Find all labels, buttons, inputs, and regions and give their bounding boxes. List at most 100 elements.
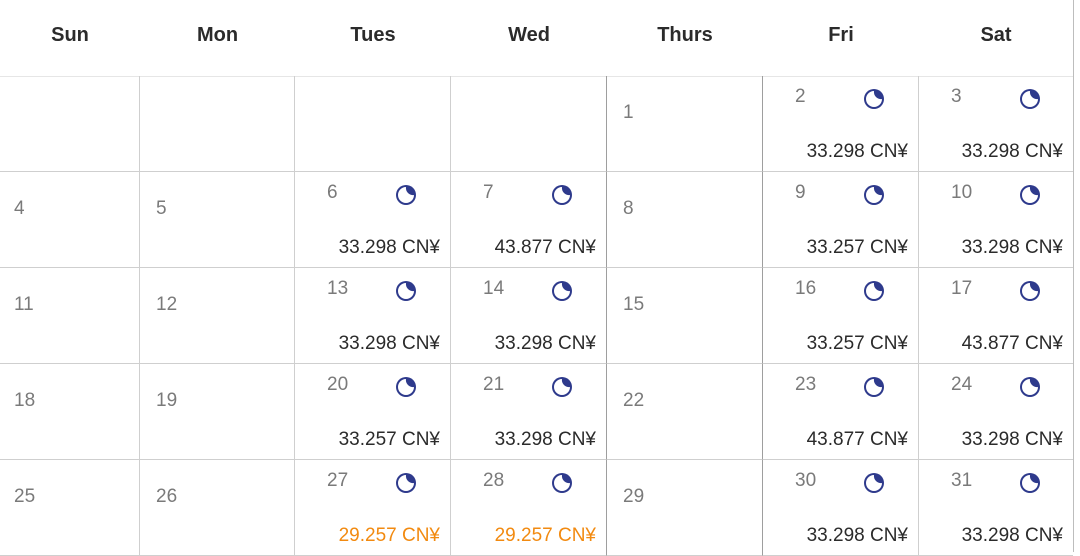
day-price: 33.298 CN¥ <box>338 333 440 354</box>
weekday-header: Sun Mon Tues Wed Thurs Fri Sat <box>0 0 1073 77</box>
day-number: 21 <box>483 374 505 395</box>
day-number: 20 <box>327 374 349 395</box>
day-price: 33.298 CN¥ <box>494 429 596 450</box>
calendar-day-cell: 11 <box>0 268 140 364</box>
day-number: 29 <box>623 486 645 507</box>
day-price: 33.298 CN¥ <box>961 429 1063 450</box>
day-number: 6 <box>327 182 338 203</box>
calendar-day-cell[interactable]: 6 33.298 CN¥ <box>295 172 451 268</box>
moon-icon <box>1019 472 1041 494</box>
moon-icon <box>551 472 573 494</box>
calendar-day-cell[interactable]: 3 33.298 CN¥ <box>919 76 1073 172</box>
day-number: 30 <box>795 470 817 491</box>
calendar-right-border <box>1073 0 1074 552</box>
calendar-day-cell <box>0 76 140 172</box>
calendar-day-cell: 5 <box>140 172 295 268</box>
day-price: 33.257 CN¥ <box>806 333 908 354</box>
day-number: 14 <box>483 278 505 299</box>
day-price: 33.257 CN¥ <box>806 237 908 258</box>
moon-icon <box>863 376 885 398</box>
calendar-day-cell: 29 <box>607 460 763 556</box>
calendar-day-cell[interactable]: 28 29.257 CN¥ <box>451 460 607 556</box>
calendar-day-cell[interactable]: 27 29.257 CN¥ <box>295 460 451 556</box>
day-price: 33.298 CN¥ <box>961 141 1063 162</box>
calendar-day-cell <box>451 76 607 172</box>
calendar-day-cell[interactable]: 23 43.877 CN¥ <box>763 364 919 460</box>
calendar-day-cell[interactable]: 30 33.298 CN¥ <box>763 460 919 556</box>
calendar-grid: 1 2 33.298 CN¥ 3 33.298 CN¥ 4 5 6 33.298 CN¥ 7 43.… <box>0 76 1073 556</box>
weekday-sun: Sun <box>51 23 89 46</box>
day-price: 33.298 CN¥ <box>961 237 1063 258</box>
moon-icon <box>395 280 417 302</box>
moon-icon <box>1019 88 1041 110</box>
calendar-day-cell <box>295 76 451 172</box>
calendar-day-cell[interactable]: 16 33.257 CN¥ <box>763 268 919 364</box>
moon-icon <box>1019 184 1041 206</box>
day-price: 33.257 CN¥ <box>338 429 440 450</box>
day-number: 27 <box>327 470 349 491</box>
calendar-day-cell[interactable]: 2 33.298 CN¥ <box>763 76 919 172</box>
calendar-day-cell[interactable]: 24 33.298 CN¥ <box>919 364 1073 460</box>
calendar-day-cell: 22 <box>607 364 763 460</box>
moon-icon <box>551 184 573 206</box>
weekday-thu: Thurs <box>657 23 713 46</box>
day-number: 7 <box>483 182 494 203</box>
day-number: 15 <box>623 294 645 315</box>
day-number: 10 <box>951 182 973 203</box>
weekday-tue: Tues <box>350 23 396 46</box>
moon-icon <box>395 472 417 494</box>
calendar-day-cell[interactable]: 31 33.298 CN¥ <box>919 460 1073 556</box>
calendar-day-cell[interactable]: 9 33.257 CN¥ <box>763 172 919 268</box>
moon-icon <box>1019 376 1041 398</box>
day-price: 33.298 CN¥ <box>806 141 908 162</box>
day-price: 43.877 CN¥ <box>806 429 908 450</box>
day-price: 33.298 CN¥ <box>806 525 908 546</box>
calendar-day-cell[interactable]: 20 33.257 CN¥ <box>295 364 451 460</box>
calendar-day-cell: 18 <box>0 364 140 460</box>
calendar-day-cell <box>140 76 295 172</box>
moon-icon <box>395 376 417 398</box>
day-price: 33.298 CN¥ <box>338 237 440 258</box>
calendar-day-cell[interactable]: 14 33.298 CN¥ <box>451 268 607 364</box>
day-number: 31 <box>951 470 973 491</box>
moon-icon <box>863 184 885 206</box>
calendar-day-cell: 26 <box>140 460 295 556</box>
moon-icon <box>863 88 885 110</box>
calendar-day-cell[interactable]: 7 43.877 CN¥ <box>451 172 607 268</box>
day-number: 13 <box>327 278 349 299</box>
calendar-day-cell: 12 <box>140 268 295 364</box>
moon-icon <box>863 280 885 302</box>
weekday-wed: Wed <box>508 23 550 46</box>
day-number: 23 <box>795 374 817 395</box>
day-number: 25 <box>14 486 36 507</box>
moon-icon <box>551 376 573 398</box>
weekday-fri: Fri <box>828 23 854 46</box>
day-price: 43.877 CN¥ <box>494 237 596 258</box>
day-price: 29.257 CN¥ <box>338 525 440 546</box>
calendar-day-cell[interactable]: 21 33.298 CN¥ <box>451 364 607 460</box>
day-number: 12 <box>156 294 178 315</box>
day-number: 5 <box>156 198 167 219</box>
weekday-sat: Sat <box>980 23 1012 46</box>
day-number: 11 <box>14 294 34 315</box>
calendar-day-cell: 15 <box>607 268 763 364</box>
calendar-day-cell: 25 <box>0 460 140 556</box>
moon-icon <box>1019 280 1041 302</box>
weekday-mon: Mon <box>196 23 239 46</box>
day-number: 17 <box>951 278 973 299</box>
day-price: 43.877 CN¥ <box>961 333 1063 354</box>
moon-icon <box>395 184 417 206</box>
calendar-day-cell: 8 <box>607 172 763 268</box>
day-number: 18 <box>14 390 36 411</box>
calendar-day-cell[interactable]: 17 43.877 CN¥ <box>919 268 1073 364</box>
day-number: 2 <box>795 86 806 107</box>
day-number: 28 <box>483 470 505 491</box>
day-number: 16 <box>795 278 817 299</box>
day-number: 9 <box>795 182 806 203</box>
day-number: 4 <box>14 198 25 219</box>
calendar-day-cell[interactable]: 13 33.298 CN¥ <box>295 268 451 364</box>
day-number: 26 <box>156 486 178 507</box>
day-price: 33.298 CN¥ <box>961 525 1063 546</box>
calendar-day-cell[interactable]: 10 33.298 CN¥ <box>919 172 1073 268</box>
day-number: 1 <box>623 102 634 123</box>
